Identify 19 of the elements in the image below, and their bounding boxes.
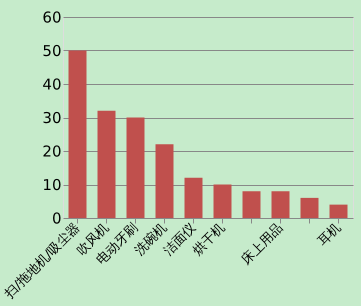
y-tick-label: 20 [42, 142, 62, 160]
x-tick-label: 耳机 [315, 220, 344, 250]
y-tick-label: 0 [52, 210, 62, 228]
bar [156, 144, 174, 218]
bar [126, 118, 144, 218]
y-tick-label: 30 [42, 109, 62, 127]
bar [242, 191, 260, 218]
y-tick-label: 40 [42, 76, 62, 94]
x-tick-label: 床上用品 [238, 220, 286, 268]
bar [98, 110, 116, 218]
y-tick-label: 60 [42, 8, 62, 26]
bar [214, 184, 232, 218]
bar [68, 50, 86, 218]
bar [330, 204, 348, 218]
bar [184, 178, 202, 218]
y-tick-label: 10 [42, 176, 62, 194]
bar [272, 191, 290, 218]
y-tick-label: 50 [42, 42, 62, 60]
bar [300, 198, 318, 218]
